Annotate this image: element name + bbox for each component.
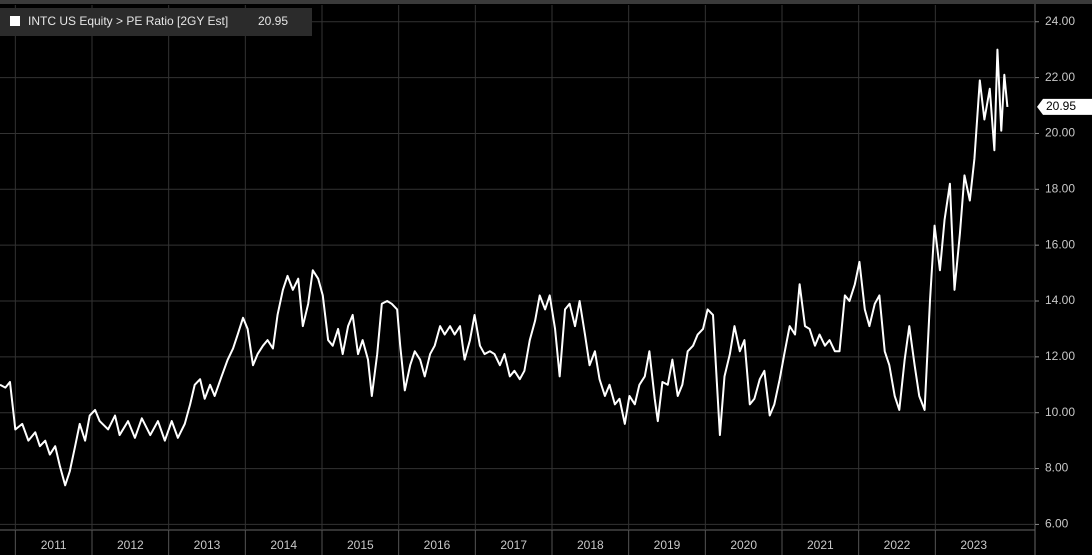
x-tick-label: 2012 bbox=[117, 538, 144, 552]
y-tick-label: 18.00 bbox=[1045, 181, 1075, 195]
legend-value: 20.95 bbox=[258, 14, 288, 28]
y-tick-label: 12.00 bbox=[1045, 349, 1075, 363]
x-tick-label: 2019 bbox=[654, 538, 681, 552]
y-tick-label: 20.00 bbox=[1045, 126, 1075, 140]
x-tick-label: 2013 bbox=[194, 538, 221, 552]
x-tick-label: 2015 bbox=[347, 538, 374, 552]
series-line bbox=[0, 48, 1009, 487]
x-tick-label: 2022 bbox=[884, 538, 911, 552]
y-tick-label: 6.00 bbox=[1045, 517, 1069, 531]
x-tick-label: 2020 bbox=[730, 538, 757, 552]
x-tick-label: 2016 bbox=[424, 538, 451, 552]
y-tick-label: 16.00 bbox=[1045, 237, 1075, 251]
grid bbox=[0, 5, 1035, 530]
x-tick-label: 2018 bbox=[577, 538, 604, 552]
x-tick-label: 2021 bbox=[807, 538, 834, 552]
x-tick-label: 2014 bbox=[270, 538, 297, 552]
last-value-tag bbox=[1037, 98, 1092, 115]
legend-label: INTC US Equity > PE Ratio [2GY Est] bbox=[28, 14, 228, 28]
y-tick-label: 10.00 bbox=[1045, 405, 1075, 419]
y-tick-label: 24.00 bbox=[1045, 14, 1075, 28]
last-value-label: 20.95 bbox=[1046, 99, 1076, 113]
y-tick-label: 8.00 bbox=[1045, 461, 1069, 475]
top-strip bbox=[0, 0, 1092, 4]
y-tick-label: 14.00 bbox=[1045, 293, 1075, 307]
plot bbox=[0, 48, 1009, 487]
x-tick-label: 2023 bbox=[960, 538, 987, 552]
legend-box bbox=[0, 8, 312, 36]
legend-swatch bbox=[10, 16, 20, 26]
x-tick-label: 2017 bbox=[500, 538, 527, 552]
y-tick-label: 22.00 bbox=[1045, 70, 1075, 84]
legend: INTC US Equity > PE Ratio [2GY Est] 20.9… bbox=[0, 8, 312, 36]
x-tick-label: 2011 bbox=[41, 538, 67, 552]
